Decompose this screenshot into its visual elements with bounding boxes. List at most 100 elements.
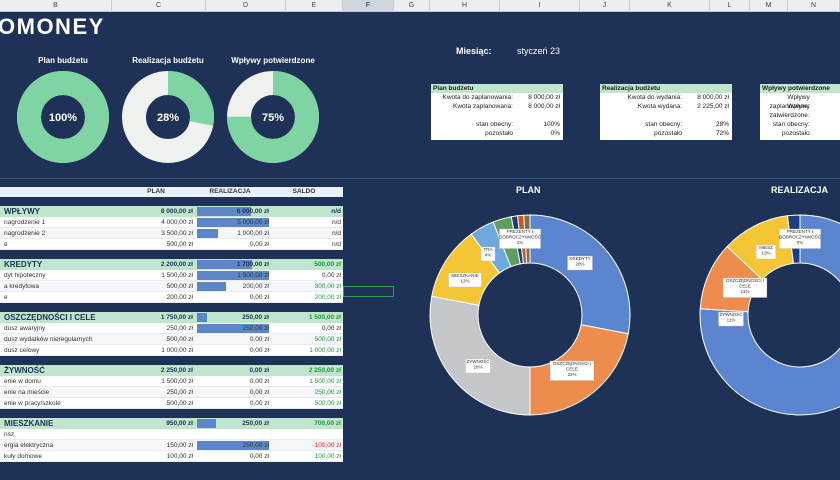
group-row[interactable]: OSZCZĘDNOŚCI I CELE 1 750,00 zł 250,00 zł 1…	[0, 312, 343, 323]
row-plan: 1 000,00 zł	[161, 347, 193, 354]
table-row[interactable]: ergia elektryczna 150,00 zł 250,00 zł -100,…	[0, 440, 343, 451]
row-plan: 500,00 zł	[166, 283, 193, 290]
row-name: dusz wydatków nieregularnych	[4, 336, 93, 343]
row-saldo: 500,00 zł	[314, 336, 341, 343]
table-row[interactable]: dusz celowy 1 000,00 zł 0,00 zł 1 000,00 zł	[0, 345, 343, 356]
group-row[interactable]: KREDYTY 2 200,00 zł 1 700,00 zł 500,00 zł	[0, 259, 343, 270]
column-header[interactable]: D	[206, 0, 286, 11]
table-row[interactable]: e 200,00 zł 0,00 zł 200,00 zł	[0, 292, 343, 303]
column-header[interactable]: B	[0, 0, 112, 11]
column-header[interactable]: H	[430, 0, 500, 11]
row-name: dusz awaryjny	[4, 325, 46, 332]
donut-value: 28%	[157, 112, 179, 124]
row-saldo: 0,00 zł	[321, 325, 341, 332]
table-header: PLAN REALIZACJA SALDO	[0, 187, 343, 197]
table-row[interactable]: dusz wydatków nieregularnych 500,00 zł 0,0…	[0, 334, 343, 345]
box-row: Wpływy zatwierdzone:	[760, 102, 840, 119]
month-selector[interactable]: styczeń 23	[517, 46, 561, 56]
table-row[interactable]: enie w domu 1 500,00 zł 0,00 zł 1 500,00 zł	[0, 376, 343, 387]
donut-chart-plan: 100%	[17, 71, 109, 163]
column-header[interactable]: M	[750, 0, 788, 11]
table-group: KREDYTY 2 200,00 zł 1 700,00 zł 500,00 zł dy…	[0, 259, 343, 303]
box-row-value: 2 225,00 zł	[697, 103, 729, 110]
pie-label-text: PREZENTY I	[787, 229, 813, 234]
column-header[interactable]: E	[286, 0, 343, 11]
group-row[interactable]: WPŁYWY 8 000,00 zł 6 000,00 zł n/d	[0, 206, 343, 217]
column-header[interactable]: C	[112, 0, 206, 11]
column-header[interactable]: N	[788, 0, 840, 11]
table-row[interactable]: a kredytowa 500,00 zł 200,00 zł 300,00 zł	[0, 281, 343, 292]
column-header[interactable]: I	[500, 0, 580, 11]
row-plan: 500,00 zł	[166, 400, 193, 407]
progress-bar	[197, 207, 251, 216]
pie-label-text: 28%	[575, 262, 584, 267]
table-row[interactable]: enie w pracy/szkole 500,00 zł 0,00 zł 500,0…	[0, 398, 343, 409]
box-row-label: Kwota do wydania:	[627, 94, 682, 101]
column-header[interactable]: L	[710, 0, 750, 11]
table-row[interactable]: dyt hipoteczny 1 500,00 zł 1 500,00 zł 0,00…	[0, 270, 343, 281]
row-name: nagrodzenie 1	[4, 219, 46, 226]
row-saldo: 200,00 zł	[314, 294, 341, 301]
row-plan: 150,00 zł	[166, 442, 193, 449]
group-name: ŻYWNOŚĆ	[4, 366, 45, 375]
row-plan: 250,00 zł	[166, 389, 193, 396]
pie-label-text: OSZCZĘDNOŚCI I	[726, 276, 764, 283]
row-realizacja	[195, 429, 271, 439]
row-realizacja: 250,00 zł	[195, 440, 271, 450]
pie-label-text: 22%	[567, 372, 576, 377]
box-row-label: pozostało	[781, 130, 810, 137]
box-row: pozostało 0%	[431, 129, 563, 138]
group-row[interactable]: MIESZKANIE 950,00 zł 250,00 zł 700,00 zł	[0, 418, 343, 429]
row-saldo: -100,00 zł	[312, 442, 341, 449]
row-plan	[120, 429, 195, 439]
group-name: OSZCZĘDNOŚCI I CELE	[4, 313, 96, 322]
group-realizacja: 250,00 zł	[195, 312, 271, 323]
group-saldo: 700,00 zł	[314, 420, 341, 427]
row-name: enie na mieście	[4, 389, 50, 396]
row-name: a kredytowa	[4, 283, 40, 290]
pie-slice[interactable]	[529, 214, 631, 335]
progress-bar	[197, 260, 253, 269]
pie-label-text: 4%	[485, 253, 492, 258]
pie-label-text: CELE	[739, 284, 751, 289]
table-row[interactable]: e 500,00 zł 0,00 zł n/d	[0, 239, 343, 250]
row-saldo: n/d	[331, 241, 341, 248]
box-header: Wpływy potwierdzone	[760, 84, 840, 93]
column-header[interactable]: K	[630, 0, 710, 11]
pie-label-text: OSZCZĘDNOŚCI I	[553, 359, 591, 366]
box-row-value	[812, 93, 840, 102]
table-group: WPŁYWY 8 000,00 zł 6 000,00 zł n/d nagrodzen…	[0, 206, 343, 250]
row-saldo: 1 000,00 zł	[309, 347, 341, 354]
table-row[interactable]: nagrodzenie 1 4 000,00 zł 5 000,00 zł n/d	[0, 217, 343, 228]
app-logo: OMONEY	[0, 14, 105, 39]
table-row[interactable]: kuły domowe 100,00 zł 0,00 zł 100,00 zł	[0, 451, 343, 462]
chart-title-plan: PLAN	[516, 185, 541, 195]
row-plan: 500,00 zł	[166, 241, 193, 248]
column-header[interactable]: J	[580, 0, 630, 11]
column-header-selected[interactable]: F	[343, 0, 394, 11]
box-row-label	[760, 111, 812, 120]
group-row[interactable]: ŻYWNOŚĆ 2 250,00 zł 0,00 zł 2 250,00 zł	[0, 365, 343, 376]
box-row-value	[812, 120, 840, 129]
box-row: Kwota wydana: 2 225,00 zł	[600, 102, 732, 111]
table-row[interactable]: enie na mieście 250,00 zł 0,00 zł 250,00 zł	[0, 387, 343, 398]
column-header[interactable]: G	[394, 0, 430, 11]
box-row-value	[812, 129, 840, 138]
table-row[interactable]: dusz awaryjny 250,00 zł 250,00 zł 0,00 zł	[0, 323, 343, 334]
table-row[interactable]: nagrodzenie 2 3 500,00 zł 1 000,00 zł n/d	[0, 228, 343, 239]
pie-label-text: 11%	[741, 289, 750, 294]
pie-slice[interactable]	[429, 295, 531, 416]
pie-label-text: 12%	[460, 279, 469, 284]
pie-slice[interactable]	[699, 214, 840, 416]
box-row: pozostało	[760, 129, 840, 138]
selected-cell[interactable]	[343, 286, 394, 297]
table-group: MIESZKANIE 950,00 zł 250,00 zł 700,00 zł nsz…	[0, 418, 343, 462]
box-row-value	[812, 111, 840, 120]
pie-label-text: MIESZKANIE	[451, 273, 478, 278]
table-row[interactable]: nsz	[0, 429, 343, 440]
pie-chart-realizacja: PREZENTY IDOBROCZYNNOŚĆ0%MIESZ13%OSZCZĘD…	[699, 214, 840, 416]
row-name: ergia elektryczna	[4, 442, 54, 449]
